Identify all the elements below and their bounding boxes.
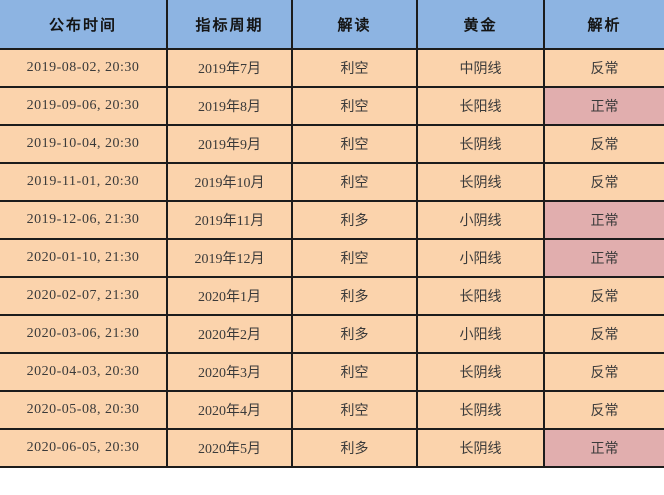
table-cell: 2019年11月 (166, 200, 293, 240)
indicator-table: 公布时间 指标周期 解读 黄金 解析 2019-08-02, 20:30 2019… (0, 0, 664, 468)
table-cell: 2019年8月 (166, 86, 293, 126)
table-row: 2019-08-02, 20:30 2019年7月 利空 中阴线 反常 (0, 48, 664, 88)
table-cell: 2019年12月 (166, 238, 293, 278)
table-cell: 2019-10-04, 20:30 (0, 124, 168, 164)
table-cell: 长阳线 (416, 86, 545, 126)
table-cell: 2020年2月 (166, 314, 293, 354)
table-cell: 2019年7月 (166, 48, 293, 88)
table-cell: 2020年5月 (166, 428, 293, 468)
table-cell: 利空 (291, 48, 418, 88)
table-cell: 长阴线 (416, 352, 545, 392)
table-cell: 反常 (543, 48, 664, 88)
table-cell: 中阴线 (416, 48, 545, 88)
table-cell: 2019-08-02, 20:30 (0, 48, 168, 88)
table-cell: 2019-11-01, 20:30 (0, 162, 168, 202)
table-row: 2019-09-06, 20:30 2019年8月 利空 长阳线 正常 (0, 86, 664, 126)
table-cell: 长阴线 (416, 124, 545, 164)
header-cell-gold: 黄金 (416, 0, 545, 50)
table-cell: 2020-03-06, 21:30 (0, 314, 168, 354)
table-row: 2019-10-04, 20:30 2019年9月 利空 长阴线 反常 (0, 124, 664, 164)
table-cell: 正常 (543, 86, 664, 126)
table-cell: 小阴线 (416, 200, 545, 240)
table-cell: 2019年10月 (166, 162, 293, 202)
table-cell: 利多 (291, 314, 418, 354)
table-cell: 利空 (291, 352, 418, 392)
table-cell: 2019-12-06, 21:30 (0, 200, 168, 240)
table-cell: 反常 (543, 162, 664, 202)
header-cell-analysis: 解析 (543, 0, 664, 50)
table-body: 2019-08-02, 20:30 2019年7月 利空 中阴线 反常 2019-09-0… (0, 48, 664, 468)
header-row: 公布时间 指标周期 解读 黄金 解析 (0, 0, 664, 50)
table-cell: 正常 (543, 200, 664, 240)
table-row: 2020-01-10, 21:30 2019年12月 利空 小阳线 正常 (0, 238, 664, 278)
table-cell: 2020-01-10, 21:30 (0, 238, 168, 278)
table-cell: 2019年9月 (166, 124, 293, 164)
table-cell: 反常 (543, 124, 664, 164)
table-cell: 利空 (291, 86, 418, 126)
table-row: 2019-12-06, 21:30 2019年11月 利多 小阴线 正常 (0, 200, 664, 240)
table-cell: 长阴线 (416, 390, 545, 430)
table-row: 2020-02-07, 21:30 2020年1月 利多 长阳线 反常 (0, 276, 664, 316)
table-cell: 正常 (543, 238, 664, 278)
table-cell: 反常 (543, 390, 664, 430)
table-cell: 利多 (291, 200, 418, 240)
table-cell: 利多 (291, 428, 418, 468)
table-row: 2020-06-05, 20:30 2020年5月 利多 长阴线 正常 (0, 428, 664, 468)
table-cell: 2020年3月 (166, 352, 293, 392)
table-cell: 2020-05-08, 20:30 (0, 390, 168, 430)
table-cell: 利空 (291, 238, 418, 278)
table-cell: 2020-04-03, 20:30 (0, 352, 168, 392)
table-cell: 2020年4月 (166, 390, 293, 430)
table-cell: 长阴线 (416, 162, 545, 202)
table-cell: 利空 (291, 162, 418, 202)
table-row: 2019-11-01, 20:30 2019年10月 利空 长阴线 反常 (0, 162, 664, 202)
table-cell: 利多 (291, 276, 418, 316)
table-cell: 长阳线 (416, 276, 545, 316)
table-cell: 2019-09-06, 20:30 (0, 86, 168, 126)
table-cell: 反常 (543, 276, 664, 316)
table-header: 公布时间 指标周期 解读 黄金 解析 (0, 0, 664, 50)
table-cell: 长阴线 (416, 428, 545, 468)
table-cell: 反常 (543, 314, 664, 354)
table-cell: 反常 (543, 352, 664, 392)
header-cell-publish-time: 公布时间 (0, 0, 168, 50)
table-cell: 利空 (291, 390, 418, 430)
table-row: 2020-04-03, 20:30 2020年3月 利空 长阴线 反常 (0, 352, 664, 392)
table-cell: 2020-02-07, 21:30 (0, 276, 168, 316)
header-cell-interpretation: 解读 (291, 0, 418, 50)
table-cell: 利空 (291, 124, 418, 164)
header-cell-indicator-period: 指标周期 (166, 0, 293, 50)
table-cell: 2020年1月 (166, 276, 293, 316)
table-row: 2020-05-08, 20:30 2020年4月 利空 长阴线 反常 (0, 390, 664, 430)
table-cell: 2020-06-05, 20:30 (0, 428, 168, 468)
table-cell: 正常 (543, 428, 664, 468)
table-cell: 小阳线 (416, 314, 545, 354)
table-row: 2020-03-06, 21:30 2020年2月 利多 小阳线 反常 (0, 314, 664, 354)
table-cell: 小阳线 (416, 238, 545, 278)
